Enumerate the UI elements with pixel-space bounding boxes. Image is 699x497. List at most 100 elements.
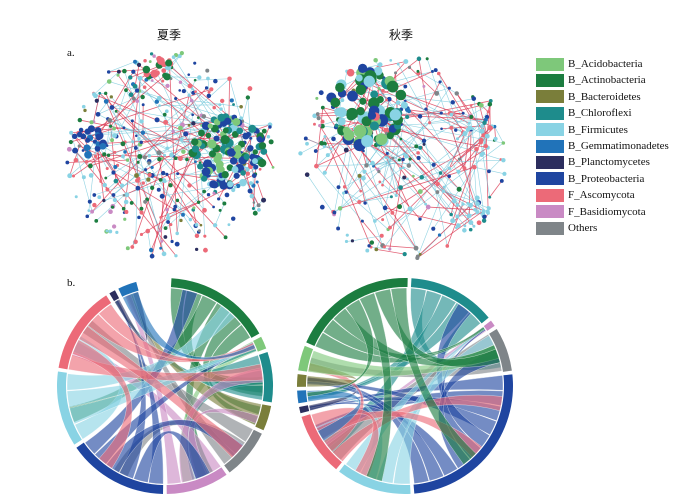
positive-edge: [489, 180, 503, 198]
network-node: [416, 155, 421, 160]
network-node: [191, 145, 200, 153]
network-node: [340, 98, 345, 103]
network-node: [135, 99, 140, 103]
network-node: [355, 74, 363, 82]
network-node: [84, 128, 91, 135]
network-node: [85, 214, 90, 219]
network-node: [69, 130, 74, 135]
network-nodes: [298, 56, 507, 260]
network-node: [456, 186, 462, 192]
network-node: [455, 203, 460, 207]
network-node: [468, 202, 474, 208]
network-node: [131, 140, 135, 144]
negative-edge: [384, 111, 489, 248]
legend-item: B_Gemmatimonadetes: [536, 139, 669, 153]
network-node: [135, 185, 141, 191]
network-node: [150, 165, 154, 170]
negative-edge: [334, 149, 347, 213]
network-node: [222, 127, 229, 134]
network-node: [109, 95, 113, 99]
positive-edge: [403, 167, 452, 215]
positive-edge: [449, 133, 466, 169]
positive-edge: [417, 205, 471, 257]
network-node: [450, 218, 456, 224]
network-node: [312, 113, 317, 119]
network-node: [110, 138, 115, 143]
network-node: [149, 52, 154, 56]
network-node: [111, 224, 117, 229]
chord-ribbons: [306, 287, 504, 485]
chord-arc: [76, 442, 164, 494]
network-node: [218, 103, 222, 107]
network-node: [502, 171, 507, 176]
legend-swatch: [536, 57, 564, 71]
network-node: [124, 209, 129, 214]
positive-edge: [417, 210, 484, 259]
network-node: [196, 116, 200, 120]
network-node: [431, 226, 436, 231]
negative-edge: [207, 78, 210, 93]
network-node: [165, 59, 173, 67]
network-node: [194, 222, 199, 227]
network-node: [236, 127, 244, 135]
legend-item: F_Ascomycota: [536, 188, 635, 202]
network-node: [165, 207, 169, 212]
network-node: [501, 141, 506, 145]
network-node: [479, 102, 484, 108]
network-node: [257, 207, 261, 212]
chord-arc: [299, 405, 310, 414]
network-node: [177, 125, 183, 131]
negative-edge: [387, 153, 397, 196]
network-node: [235, 183, 241, 189]
network-node: [468, 220, 474, 226]
chord-arc: [489, 328, 512, 372]
negative-edge: [195, 78, 230, 81]
network-node: [375, 133, 388, 146]
network-node: [383, 128, 389, 133]
network-node: [239, 104, 243, 109]
positive-edge: [324, 136, 372, 248]
legend-label: B_Actinobacteria: [568, 74, 646, 87]
network-node: [191, 113, 194, 117]
network-node: [252, 149, 258, 155]
network-node: [193, 61, 197, 65]
network-node: [177, 54, 182, 59]
network-node: [112, 126, 116, 131]
network-node: [252, 158, 258, 165]
network-node: [102, 198, 106, 203]
negative-edge: [333, 138, 347, 151]
network-node: [252, 201, 256, 204]
legend-swatch: [536, 205, 564, 219]
network-node: [456, 169, 461, 174]
network-node: [110, 205, 115, 209]
network-node: [487, 125, 493, 131]
network-node: [442, 185, 446, 189]
network-node: [314, 163, 319, 169]
network-node: [103, 99, 109, 104]
network-node: [378, 180, 382, 184]
network-node: [401, 157, 405, 162]
network-node: [486, 211, 490, 215]
network-node: [243, 153, 250, 160]
network-node: [336, 226, 341, 231]
network-node: [370, 90, 379, 99]
network-node: [415, 255, 420, 260]
positive-edge: [168, 60, 178, 234]
network-node: [381, 183, 384, 187]
negative-edge: [96, 195, 125, 222]
network-node: [181, 212, 185, 217]
network-node: [385, 98, 388, 102]
network-node: [136, 160, 140, 164]
network-node: [405, 177, 409, 181]
network-node: [394, 193, 398, 198]
network-node: [245, 171, 251, 176]
network-node: [361, 135, 374, 148]
network-node: [178, 80, 183, 84]
network-node: [331, 136, 336, 142]
network-node: [407, 65, 412, 69]
network-node: [341, 191, 346, 195]
network-node: [405, 114, 410, 120]
network-node: [476, 220, 482, 226]
network-node: [139, 119, 144, 124]
network-node: [425, 204, 431, 210]
